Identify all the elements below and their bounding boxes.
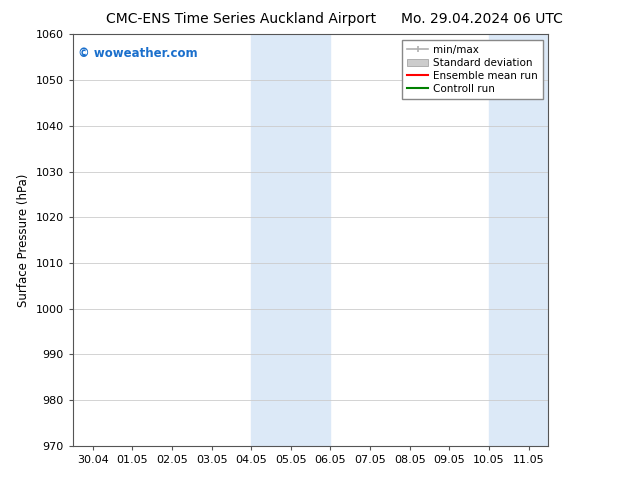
Text: Mo. 29.04.2024 06 UTC: Mo. 29.04.2024 06 UTC [401, 12, 563, 26]
Bar [251, 34, 330, 446]
Bar [489, 34, 548, 446]
Text: CMC-ENS Time Series Auckland Airport: CMC-ENS Time Series Auckland Airport [106, 12, 376, 26]
Legend: min/max, Standard deviation, Ensemble mean run, Controll run: min/max, Standard deviation, Ensemble me… [402, 40, 543, 99]
Y-axis label: Surface Pressure (hPa): Surface Pressure (hPa) [17, 173, 30, 307]
Text: © woweather.com: © woweather.com [77, 47, 197, 60]
